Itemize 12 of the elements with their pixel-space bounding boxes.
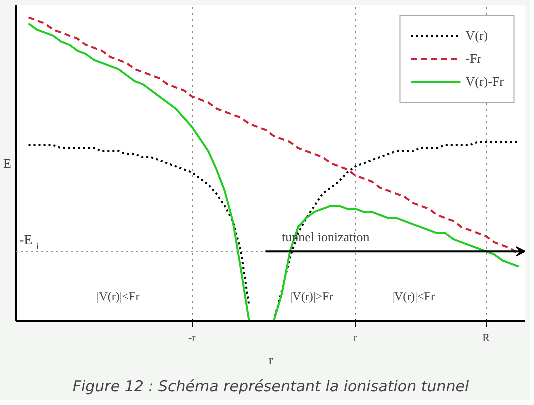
caption: Figure 12 : Schéma représentant la ionisation tunnel (72, 378, 470, 396)
annotation: |V(r)|<Fr (392, 289, 435, 304)
legend-label: V(r)-Fr (466, 74, 504, 90)
annotation: |V(r)|<Fr (96, 289, 140, 304)
x-tick-label: R (482, 332, 491, 344)
x-tick-label: r (354, 332, 358, 344)
y-axis-title: E (4, 156, 12, 171)
legend-label: V(r) (466, 28, 488, 44)
x-tick-label: -r (188, 332, 196, 344)
x-axis-title: r (268, 352, 274, 368)
annotation: |V(r)|>Fr (290, 289, 334, 304)
legend-label: -Fr (466, 51, 483, 67)
